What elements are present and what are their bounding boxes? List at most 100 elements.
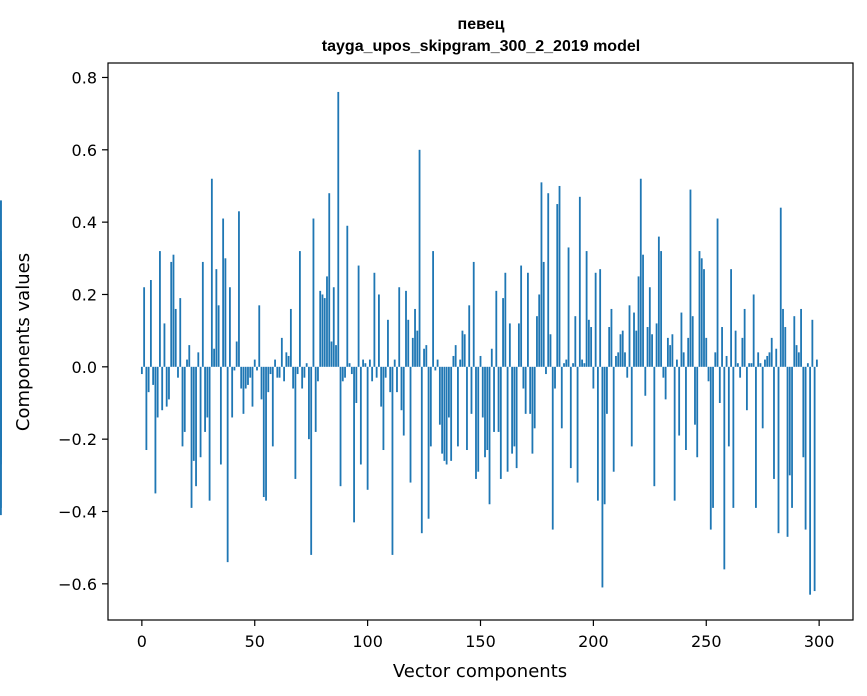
bar bbox=[723, 366, 726, 570]
bar bbox=[734, 330, 737, 367]
bar bbox=[170, 261, 173, 367]
bar bbox=[520, 265, 523, 367]
bar bbox=[181, 366, 184, 447]
bar bbox=[152, 366, 155, 385]
bar bbox=[242, 366, 245, 414]
bar bbox=[447, 366, 450, 418]
bar bbox=[326, 276, 328, 367]
y-tick-label: 0.8 bbox=[72, 68, 97, 87]
bar bbox=[457, 366, 459, 447]
bar bbox=[366, 366, 369, 490]
bar bbox=[707, 366, 710, 382]
bar bbox=[179, 298, 182, 367]
bar bbox=[682, 352, 685, 367]
bar bbox=[387, 319, 389, 367]
bar bbox=[757, 352, 760, 367]
bar bbox=[188, 345, 191, 367]
bar bbox=[599, 269, 602, 367]
bar bbox=[362, 359, 365, 367]
bar bbox=[348, 363, 351, 367]
bar bbox=[502, 298, 504, 367]
bar bbox=[256, 366, 258, 371]
bar bbox=[815, 359, 818, 367]
bar bbox=[378, 294, 380, 367]
bar bbox=[267, 366, 270, 393]
bar bbox=[233, 366, 236, 371]
bar bbox=[813, 366, 816, 592]
bar bbox=[271, 366, 274, 447]
bar bbox=[253, 359, 256, 367]
bar bbox=[332, 287, 335, 367]
bar bbox=[312, 218, 315, 367]
bar bbox=[612, 366, 615, 472]
bar bbox=[750, 363, 753, 367]
bar bbox=[247, 366, 249, 385]
bar bbox=[201, 261, 204, 367]
bar bbox=[630, 366, 633, 447]
bar bbox=[192, 366, 195, 461]
bar bbox=[680, 312, 683, 367]
bar bbox=[441, 366, 444, 454]
bar bbox=[795, 345, 798, 367]
bar bbox=[773, 366, 775, 479]
bar bbox=[0, 366, 2, 458]
bar bbox=[251, 366, 254, 407]
bar bbox=[592, 366, 595, 389]
bar bbox=[429, 366, 432, 447]
bar bbox=[219, 366, 222, 465]
bar bbox=[542, 261, 545, 367]
bar bbox=[741, 337, 744, 367]
bar bbox=[685, 366, 687, 451]
x-tick-label: 0 bbox=[137, 632, 147, 651]
bar bbox=[443, 366, 446, 461]
plot-frame bbox=[107, 62, 854, 621]
bar bbox=[811, 319, 814, 367]
bar bbox=[323, 298, 326, 367]
bar bbox=[402, 366, 405, 436]
bar bbox=[258, 305, 261, 367]
bar bbox=[190, 366, 193, 508]
bar bbox=[423, 348, 425, 367]
bar bbox=[678, 366, 681, 436]
bar bbox=[438, 366, 441, 425]
bar bbox=[274, 359, 276, 367]
bar bbox=[732, 366, 735, 508]
bar bbox=[206, 366, 209, 418]
bar bbox=[517, 323, 520, 367]
y-tick-label: −0.2 bbox=[58, 430, 97, 449]
bar bbox=[436, 359, 439, 367]
bar bbox=[305, 363, 308, 367]
bar bbox=[226, 366, 229, 563]
bar bbox=[294, 366, 297, 479]
bar bbox=[499, 366, 502, 479]
bar bbox=[330, 341, 333, 367]
bar bbox=[777, 366, 780, 534]
bar bbox=[186, 359, 188, 367]
bar bbox=[488, 366, 491, 505]
bar bbox=[725, 355, 728, 367]
bar bbox=[445, 366, 448, 465]
bar bbox=[508, 323, 511, 367]
bar bbox=[536, 316, 538, 367]
bar bbox=[804, 366, 807, 530]
bar bbox=[689, 189, 692, 367]
bar bbox=[691, 316, 694, 367]
bar bbox=[409, 366, 412, 483]
bar bbox=[687, 337, 690, 367]
bar bbox=[317, 366, 319, 382]
bar bbox=[262, 366, 265, 498]
bar bbox=[788, 366, 791, 476]
bar bbox=[545, 366, 547, 375]
bar bbox=[493, 366, 495, 432]
bar bbox=[265, 366, 267, 501]
bar bbox=[727, 366, 730, 447]
bar bbox=[768, 352, 771, 367]
bar bbox=[506, 366, 509, 472]
bar bbox=[657, 236, 660, 367]
bar bbox=[213, 348, 216, 367]
bar bbox=[260, 366, 263, 400]
bar bbox=[782, 308, 784, 367]
bar bbox=[653, 366, 656, 487]
bar bbox=[346, 225, 349, 367]
bar bbox=[240, 366, 243, 389]
